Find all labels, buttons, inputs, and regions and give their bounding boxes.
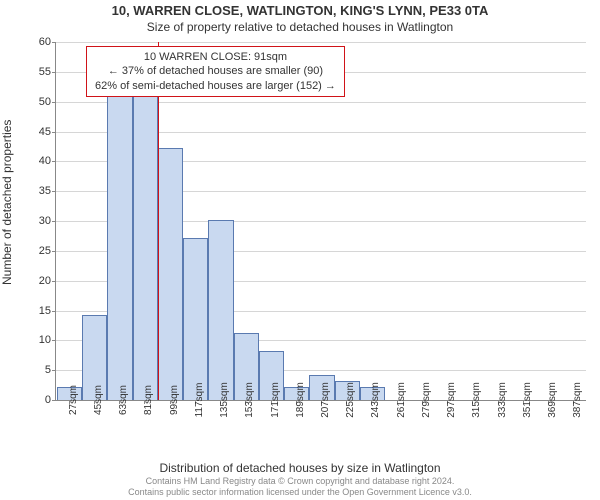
x-tick-label: 63sqm	[115, 385, 129, 415]
x-tick-label: 189sqm	[292, 382, 306, 418]
x-tick-label: 207sqm	[317, 382, 331, 418]
histogram-bar	[183, 238, 208, 400]
y-axis-label: Number of detached properties	[0, 45, 14, 210]
x-tick-label: 81sqm	[140, 385, 154, 415]
x-tick-label: 351sqm	[519, 382, 533, 418]
histogram-bar	[133, 77, 158, 400]
y-tick-label: 5	[45, 364, 56, 376]
copyright-line-1: Contains HM Land Registry data © Crown c…	[0, 476, 600, 487]
marker-annotation: 10 WARREN CLOSE: 91sqm← 37% of detached …	[86, 46, 345, 97]
copyright-line-2: Contains public sector information licen…	[0, 487, 600, 498]
x-tick-label: 369sqm	[544, 382, 558, 418]
gridline	[56, 42, 586, 43]
chart-subtitle: Size of property relative to detached ho…	[0, 18, 600, 38]
x-tick-label: 153sqm	[241, 382, 255, 418]
y-tick-label: 20	[39, 275, 56, 287]
x-tick-label: 45sqm	[90, 385, 104, 415]
x-tick-label: 99sqm	[166, 385, 180, 415]
histogram-bar	[208, 220, 233, 400]
x-tick-label: 135sqm	[216, 382, 230, 418]
y-tick-label: 0	[45, 394, 56, 406]
x-tick-label: 27sqm	[65, 385, 79, 415]
x-tick-label: 225sqm	[342, 382, 356, 418]
y-tick-label: 55	[39, 66, 56, 78]
histogram-bar	[107, 89, 132, 400]
annotation-line: 10 WARREN CLOSE: 91sqm	[95, 50, 336, 64]
x-tick-label: 171sqm	[267, 382, 281, 418]
annotation-line: 62% of semi-detached houses are larger (…	[95, 79, 336, 93]
y-tick-label: 45	[39, 126, 56, 138]
x-tick-label: 297sqm	[443, 382, 457, 418]
x-tick-label: 243sqm	[367, 382, 381, 418]
y-tick-label: 25	[39, 245, 56, 257]
copyright-text: Contains HM Land Registry data © Crown c…	[0, 476, 600, 499]
x-tick-label: 117sqm	[191, 383, 205, 418]
y-tick-label: 60	[39, 36, 56, 48]
chart-container: 10, WARREN CLOSE, WATLINGTON, KING'S LYN…	[0, 0, 600, 500]
y-tick-label: 30	[39, 215, 56, 227]
x-tick-label: 315sqm	[468, 382, 482, 418]
annotation-line: ← 37% of detached houses are smaller (90…	[95, 64, 336, 78]
x-tick-label: 279sqm	[418, 382, 432, 418]
y-tick-label: 10	[39, 334, 56, 346]
x-tick-label: 333sqm	[494, 382, 508, 418]
plot-area: 05101520253035404550556027sqm45sqm63sqm8…	[55, 42, 586, 401]
x-tick-label: 387sqm	[569, 382, 583, 418]
x-tick-label: 261sqm	[393, 382, 407, 418]
y-tick-label: 40	[39, 155, 56, 167]
y-axis-label-text: Number of detached properties	[0, 120, 14, 285]
y-tick-label: 50	[39, 96, 56, 108]
y-tick-label: 35	[39, 185, 56, 197]
histogram-bar	[158, 148, 183, 400]
x-axis-label: Distribution of detached houses by size …	[0, 461, 600, 475]
y-tick-label: 15	[39, 305, 56, 317]
chart-title: 10, WARREN CLOSE, WATLINGTON, KING'S LYN…	[0, 0, 600, 18]
